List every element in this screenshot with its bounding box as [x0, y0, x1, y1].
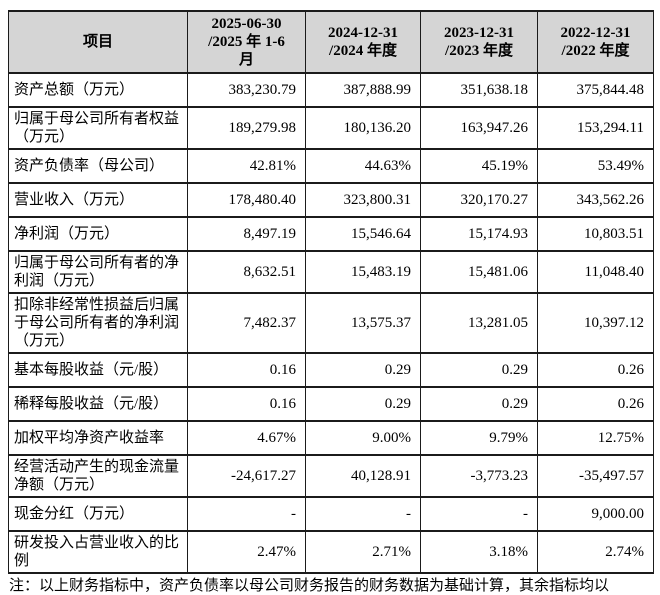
financial-metrics-table: 项目 2025-06-30 /2025 年 1-6 月 2024-12-31 /…: [8, 10, 654, 574]
row-label: 加权平均净资产收益率: [8, 420, 188, 456]
table-row-basic-eps: 基本每股收益（元/股） 0.16 0.29 0.29 0.26: [8, 352, 654, 388]
table-row-parent-equity: 归属于母公司所有者权益（万元） 189,279.98 180,136.20 16…: [8, 106, 654, 150]
cell-value: 323,800.31: [305, 182, 421, 218]
cell-value: 387,888.99: [305, 72, 421, 108]
table-row-weighted-roe: 加权平均净资产收益率 4.67% 9.00% 9.79% 12.75%: [8, 420, 654, 456]
footnote: 注：以上财务指标中，资产负债率以母公司财务报告的财务数据为基础计算，其余指标均以: [9, 578, 610, 594]
cell-value: -: [187, 496, 306, 532]
cell-value: 15,483.19: [305, 250, 421, 294]
row-label: 现金分红（万元）: [8, 496, 188, 532]
table-row-cash-dividend: 现金分红（万元） - - - 9,000.00: [8, 496, 654, 532]
cell-value: 0.26: [537, 352, 654, 388]
col-header-2023: 2023-12-31 /2023 年度: [420, 10, 538, 74]
cell-value: 12.75%: [537, 420, 654, 456]
cell-value: 383,230.79: [187, 72, 306, 108]
cell-value: -35,497.57: [537, 454, 654, 498]
cell-value: 45.19%: [420, 148, 538, 184]
cell-value: 53.49%: [537, 148, 654, 184]
cell-value: -3,773.23: [420, 454, 538, 498]
table-row-diluted-eps: 稀释每股收益（元/股） 0.16 0.29 0.29 0.26: [8, 386, 654, 422]
cell-value: 0.16: [187, 386, 306, 422]
cell-value: 180,136.20: [305, 106, 421, 150]
cell-value: 13,575.37: [305, 292, 421, 354]
row-label: 归属于母公司所有者的净利润（万元）: [8, 250, 188, 294]
cell-value: 351,638.18: [420, 72, 538, 108]
cell-value: 15,174.93: [420, 216, 538, 252]
cell-value: 320,170.27: [420, 182, 538, 218]
cell-value: 343,562.26: [537, 182, 654, 218]
cell-value: 13,281.05: [420, 292, 538, 354]
cell-value: 2.71%: [305, 530, 421, 574]
table-row-revenue: 营业收入（万元） 178,480.40 323,800.31 320,170.2…: [8, 182, 654, 218]
cell-value: 4.67%: [187, 420, 306, 456]
cell-value: 9,000.00: [537, 496, 654, 532]
table-row-parent-net-profit: 归属于母公司所有者的净利润（万元） 8,632.51 15,483.19 15,…: [8, 250, 654, 294]
cell-value: 0.16: [187, 352, 306, 388]
cell-value: 8,632.51: [187, 250, 306, 294]
row-label: 营业收入（万元）: [8, 182, 188, 218]
cell-value: -24,617.27: [187, 454, 306, 498]
cell-value: 10,397.12: [537, 292, 654, 354]
row-label: 归属于母公司所有者权益（万元）: [8, 106, 188, 150]
cell-value: 0.26: [537, 386, 654, 422]
cell-value: 189,279.98: [187, 106, 306, 150]
col-header-item: 项目: [8, 10, 188, 74]
cell-value: -: [420, 496, 538, 532]
cell-value: 8,497.19: [187, 216, 306, 252]
cell-value: 11,048.40: [537, 250, 654, 294]
cell-value: 40,128.91: [305, 454, 421, 498]
table-row-net-profit: 净利润（万元） 8,497.19 15,546.64 15,174.93 10,…: [8, 216, 654, 252]
table-row-debt-ratio: 资产负债率（母公司） 42.81% 44.63% 45.19% 53.49%: [8, 148, 654, 184]
cell-value: 15,481.06: [420, 250, 538, 294]
cell-value: 163,947.26: [420, 106, 538, 150]
cell-value: 9.79%: [420, 420, 538, 456]
col-header-2025h1: 2025-06-30 /2025 年 1-6 月: [187, 10, 306, 74]
row-label: 资产负债率（母公司）: [8, 148, 188, 184]
table-row-operating-cashflow: 经营活动产生的现金流量净额（万元） -24,617.27 40,128.91 -…: [8, 454, 654, 498]
cell-value: 42.81%: [187, 148, 306, 184]
cell-value: 178,480.40: [187, 182, 306, 218]
cell-value: 0.29: [420, 352, 538, 388]
row-label: 基本每股收益（元/股）: [8, 352, 188, 388]
table-row-deducted-net-profit: 扣除非经常性损益后归属于母公司所有者的净利润（万元） 7,482.37 13,5…: [8, 292, 654, 354]
col-header-2022: 2022-12-31 /2022 年度: [537, 10, 654, 74]
row-label: 研发投入占营业收入的比例: [8, 530, 188, 574]
cell-value: -: [305, 496, 421, 532]
cell-value: 7,482.37: [187, 292, 306, 354]
cell-value: 2.74%: [537, 530, 654, 574]
cell-value: 153,294.11: [537, 106, 654, 150]
cell-value: 44.63%: [305, 148, 421, 184]
cell-value: 2.47%: [187, 530, 306, 574]
row-label: 经营活动产生的现金流量净额（万元）: [8, 454, 188, 498]
row-label: 资产总额（万元）: [8, 72, 188, 108]
cell-value: 0.29: [305, 386, 421, 422]
cell-value: 15,546.64: [305, 216, 421, 252]
row-label: 扣除非经常性损益后归属于母公司所有者的净利润（万元）: [8, 292, 188, 354]
cell-value: 375,844.48: [537, 72, 654, 108]
header-row: 项目 2025-06-30 /2025 年 1-6 月 2024-12-31 /…: [8, 10, 654, 74]
cell-value: 10,803.51: [537, 216, 654, 252]
cell-value: 3.18%: [420, 530, 538, 574]
row-label: 净利润（万元）: [8, 216, 188, 252]
table-row-rd-ratio: 研发投入占营业收入的比例 2.47% 2.71% 3.18% 2.74%: [8, 530, 654, 574]
table-row-total-assets: 资产总额（万元） 383,230.79 387,888.99 351,638.1…: [8, 72, 654, 108]
cell-value: 0.29: [305, 352, 421, 388]
col-header-2024: 2024-12-31 /2024 年度: [305, 10, 421, 74]
row-label: 稀释每股收益（元/股）: [8, 386, 188, 422]
cell-value: 9.00%: [305, 420, 421, 456]
cell-value: 0.29: [420, 386, 538, 422]
